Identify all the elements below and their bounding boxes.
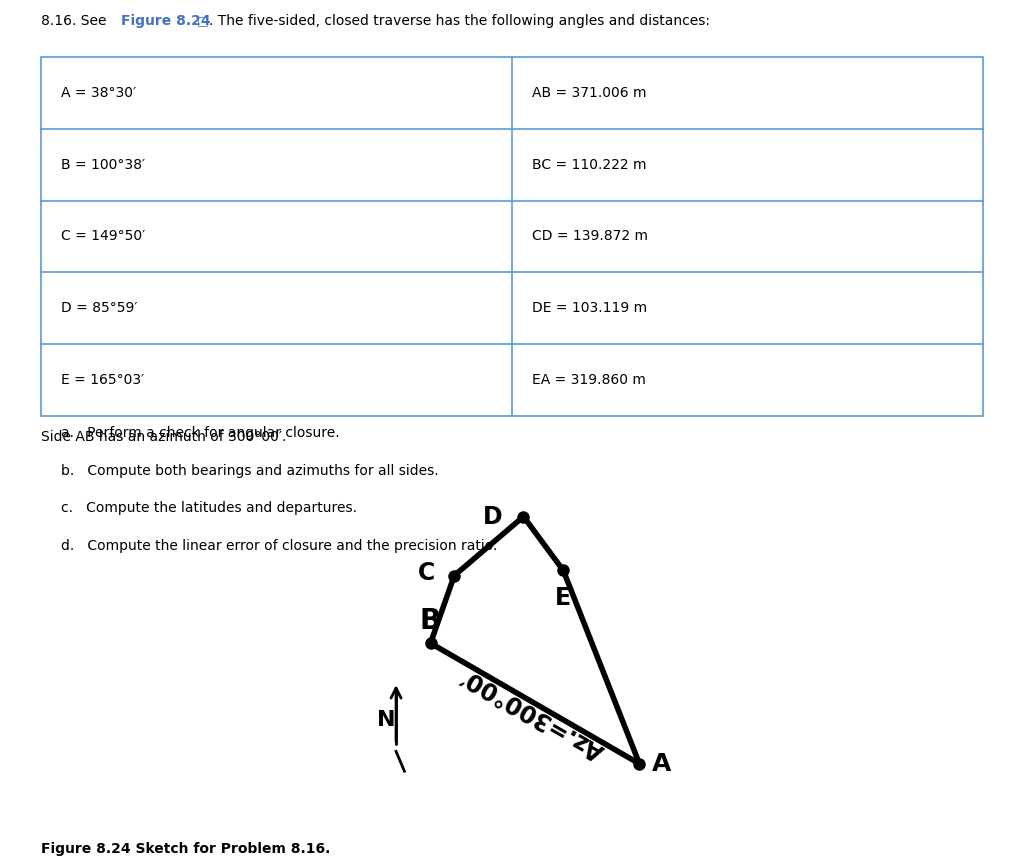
Text: 8.16. See: 8.16. See bbox=[41, 15, 111, 28]
Text: . The five-sided, closed traverse has the following angles and distances:: . The five-sided, closed traverse has th… bbox=[209, 15, 710, 28]
Text: CD = 139.872 m: CD = 139.872 m bbox=[532, 230, 648, 243]
Text: B: B bbox=[420, 607, 441, 635]
Text: C = 149°50′: C = 149°50′ bbox=[61, 230, 145, 243]
Text: B = 100°38′: B = 100°38′ bbox=[61, 157, 145, 172]
Text: E = 165°03′: E = 165°03′ bbox=[61, 373, 144, 387]
Text: Az.=300°00′: Az.=300°00′ bbox=[458, 662, 609, 763]
Text: AB = 371.006 m: AB = 371.006 m bbox=[532, 86, 647, 100]
Text: EA = 319.860 m: EA = 319.860 m bbox=[532, 373, 646, 387]
Text: Figure 8.24: Figure 8.24 bbox=[121, 15, 211, 28]
Text: A: A bbox=[652, 752, 672, 776]
Text: D = 85°59′: D = 85°59′ bbox=[61, 301, 138, 316]
Text: D: D bbox=[483, 505, 503, 529]
Text: d.   Compute the linear error of closure and the precision ratio.: d. Compute the linear error of closure a… bbox=[61, 539, 498, 553]
Bar bbox=[41, 57, 983, 416]
Text: A = 38°30′: A = 38°30′ bbox=[61, 86, 136, 100]
Text: b.   Compute both bearings and azimuths for all sides.: b. Compute both bearings and azimuths fo… bbox=[61, 464, 439, 477]
Text: c.   Compute the latitudes and departures.: c. Compute the latitudes and departures. bbox=[61, 501, 357, 515]
Text: BC = 110.222 m: BC = 110.222 m bbox=[532, 157, 647, 172]
Text: DE = 103.119 m: DE = 103.119 m bbox=[532, 301, 647, 316]
Text: a.   Perform a check for angular closure.: a. Perform a check for angular closure. bbox=[61, 426, 340, 439]
Text: E: E bbox=[555, 587, 571, 611]
Text: Side AB has an azimuth of 300°00′.: Side AB has an azimuth of 300°00′. bbox=[41, 430, 287, 445]
Text: Figure 8.24 Sketch for Problem 8.16.: Figure 8.24 Sketch for Problem 8.16. bbox=[41, 842, 331, 856]
Text: C: C bbox=[418, 561, 435, 585]
Text: □: □ bbox=[197, 15, 208, 28]
Text: N: N bbox=[378, 710, 396, 730]
